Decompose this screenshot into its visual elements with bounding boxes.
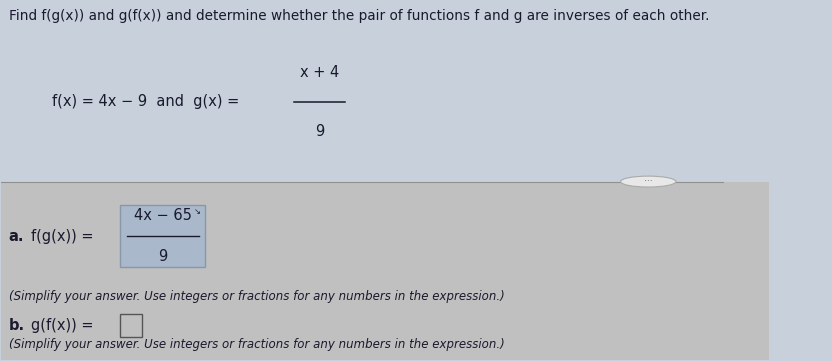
Text: a.: a.	[9, 229, 24, 244]
Text: g(f(x)) =: g(f(x)) =	[31, 318, 93, 333]
Text: x + 4: x + 4	[300, 65, 339, 80]
Text: (Simplify your answer. Use integers or fractions for any numbers in the expressi: (Simplify your answer. Use integers or f…	[9, 290, 504, 304]
Text: b.: b.	[9, 318, 25, 333]
Text: f(x) = 4x − 9  and  g(x) =: f(x) = 4x − 9 and g(x) =	[52, 94, 240, 109]
FancyBboxPatch shape	[121, 314, 142, 338]
FancyBboxPatch shape	[2, 182, 769, 360]
Text: (Simplify your answer. Use integers or fractions for any numbers in the expressi: (Simplify your answer. Use integers or f…	[9, 338, 504, 351]
Text: Find f(g(x)) and g(f(x)) and determine whether the pair of functions f and g are: Find f(g(x)) and g(f(x)) and determine w…	[9, 9, 709, 23]
FancyBboxPatch shape	[2, 1, 769, 182]
Text: ···: ···	[644, 177, 652, 186]
Ellipse shape	[621, 176, 676, 187]
Text: 9: 9	[315, 123, 324, 139]
Text: ↘: ↘	[194, 207, 201, 216]
FancyBboxPatch shape	[121, 205, 206, 267]
Text: f(g(x)) =: f(g(x)) =	[31, 229, 93, 244]
Text: 9: 9	[158, 249, 167, 264]
Text: 4x − 65: 4x − 65	[134, 208, 191, 223]
